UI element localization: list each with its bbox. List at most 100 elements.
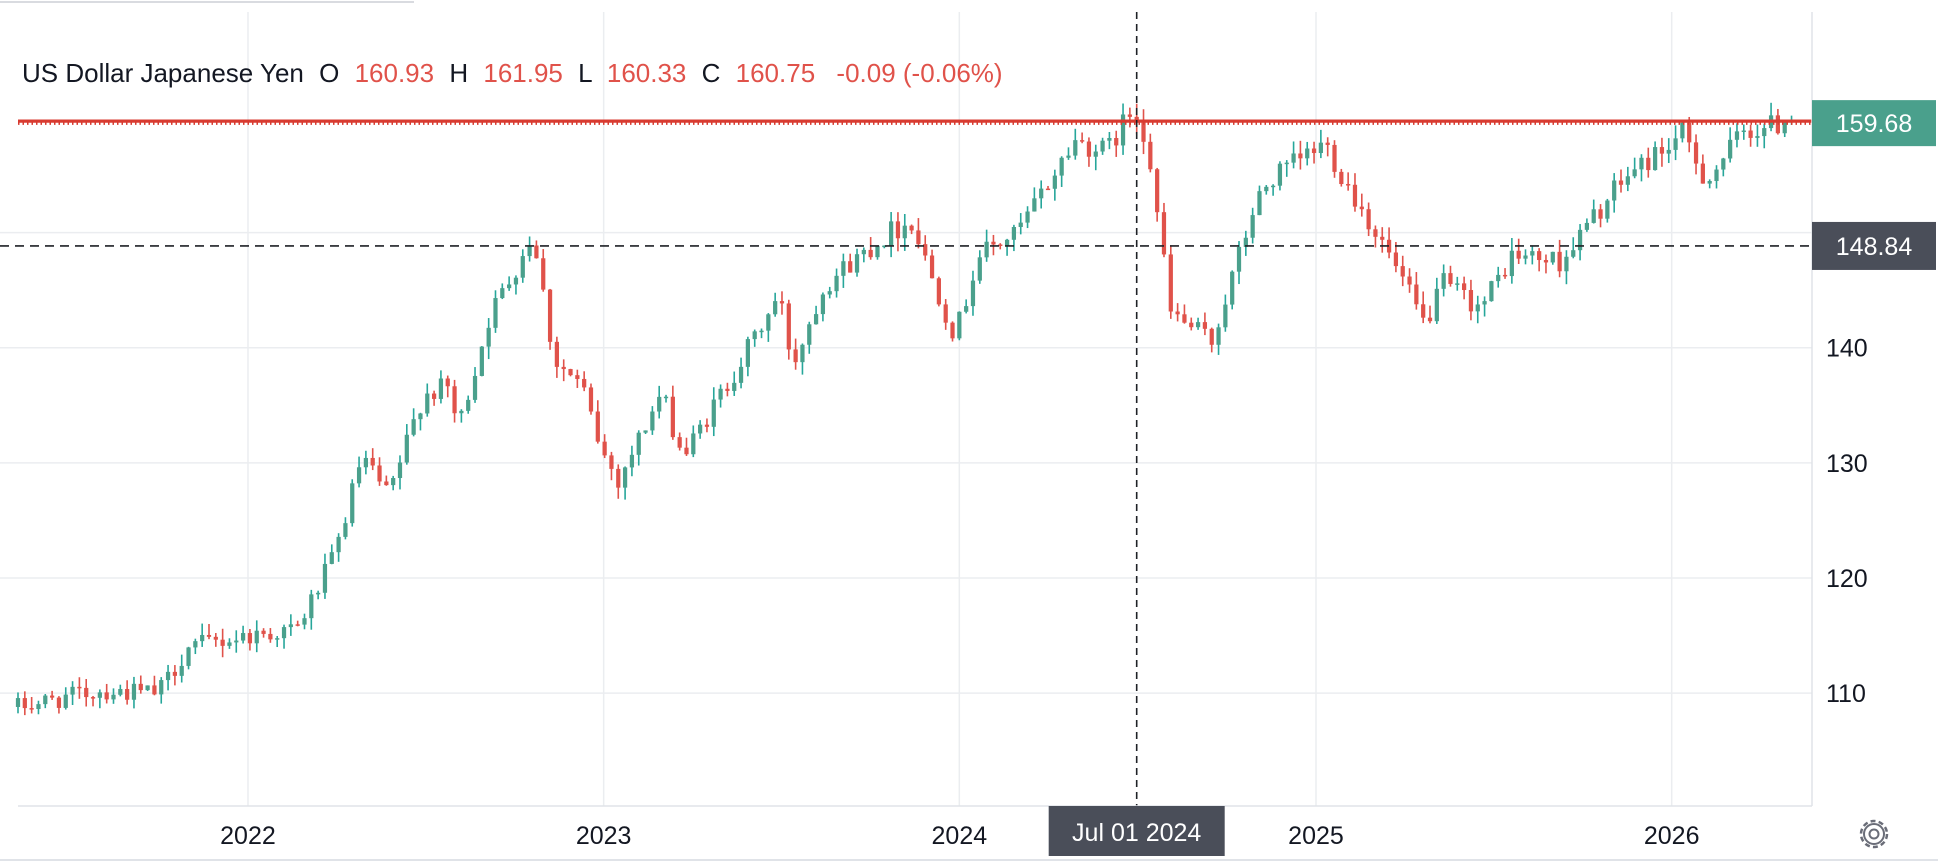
crosshair-price-label: 148.84	[1836, 233, 1913, 261]
y-tick-label: 120	[1826, 565, 1868, 593]
candle-down	[704, 424, 710, 427]
candle-down	[1537, 251, 1542, 261]
candle-up	[254, 630, 259, 644]
candle-up	[438, 378, 444, 399]
price-line-tag	[1812, 100, 1936, 147]
candle-up	[1584, 222, 1590, 230]
candle-up	[861, 249, 866, 255]
candle-up	[732, 382, 737, 391]
candle-up	[766, 314, 771, 331]
candle-up	[1482, 301, 1487, 305]
candle-up	[1236, 246, 1242, 272]
candle-up	[841, 261, 846, 276]
candle-down	[1468, 290, 1474, 312]
candle-up	[1762, 128, 1767, 137]
candle-down	[1127, 114, 1132, 117]
candle-down	[431, 393, 437, 399]
candle-down	[1598, 209, 1603, 219]
candle-up	[1734, 131, 1740, 140]
candle-down	[138, 683, 143, 691]
y-tick-label: 130	[1826, 450, 1868, 478]
candle-up	[1195, 322, 1201, 328]
legend-low-value: 160.33	[607, 58, 687, 88]
candle-up	[622, 467, 628, 488]
candle-up	[657, 396, 662, 412]
candle-down	[1182, 314, 1187, 323]
legend: US Dollar Japanese Yen O 160.93 H 161.95…	[22, 58, 1003, 88]
candle-down	[1209, 328, 1214, 345]
x-tick-label: 2026	[1644, 822, 1700, 850]
candle-up	[691, 433, 696, 455]
candle-up	[1782, 121, 1787, 134]
candle-down	[936, 278, 941, 305]
candle-up	[629, 454, 635, 468]
candle-up	[807, 324, 812, 345]
candle-down	[206, 634, 212, 637]
axes: 11012013014015020222023202420252026159.6…	[0, 12, 1938, 861]
candle-up	[1059, 157, 1064, 176]
candle-down	[1352, 184, 1358, 207]
candle-down	[247, 633, 253, 644]
candle-down	[547, 289, 553, 342]
candle-down	[1461, 283, 1467, 291]
candle-down	[616, 468, 621, 488]
candle-down	[684, 447, 689, 455]
candle-up	[1305, 148, 1310, 159]
candle-up	[350, 483, 355, 524]
candle-up	[1257, 191, 1262, 216]
candle-down	[1168, 254, 1173, 312]
candle-up	[43, 695, 48, 705]
candle-down	[1557, 251, 1562, 272]
candle-down	[1400, 266, 1405, 277]
candle-up	[500, 288, 505, 299]
gear-icon[interactable]	[1859, 819, 1889, 849]
candle-up	[773, 301, 778, 315]
candle-up	[1707, 181, 1712, 184]
candle-down	[1332, 144, 1337, 172]
candles	[15, 102, 1794, 716]
candle-up	[1052, 175, 1057, 189]
candle-up	[1666, 149, 1671, 154]
candle-up	[745, 339, 750, 367]
candle-up	[275, 638, 280, 640]
candle-up	[322, 563, 328, 593]
candle-down	[1202, 322, 1208, 329]
candle-down	[1748, 130, 1753, 138]
candle-up	[752, 331, 757, 340]
candle-down	[1311, 148, 1317, 154]
candle-up	[1652, 147, 1658, 171]
legend-high-value: 161.95	[483, 58, 563, 88]
candle-down	[916, 230, 921, 245]
candle-up	[759, 330, 764, 333]
candle-up	[1216, 327, 1221, 345]
candle-down	[943, 304, 948, 323]
candle-down	[49, 695, 55, 698]
candle-up	[281, 627, 287, 639]
candle-up	[1039, 188, 1044, 199]
candle-up	[970, 280, 976, 307]
candle-up	[1550, 251, 1555, 263]
candle-up	[240, 633, 246, 641]
candle-up	[1625, 176, 1630, 185]
candle-up	[1564, 256, 1569, 272]
candle-down	[370, 457, 375, 466]
candle-up	[356, 467, 362, 484]
y-tick-label: 110	[1826, 680, 1866, 708]
candle-down	[77, 686, 82, 689]
candle-up	[902, 225, 907, 239]
crosshair-date-tag	[1048, 806, 1225, 856]
candle-up	[800, 344, 805, 363]
candle-up	[145, 685, 150, 691]
candle-up	[1591, 209, 1596, 223]
candle-up	[711, 399, 716, 427]
candle-down	[84, 687, 89, 698]
candle-up	[1032, 198, 1037, 212]
candle-up	[964, 306, 969, 312]
candle-down	[1189, 322, 1194, 328]
chart-title: US Dollar Japanese Yen	[22, 58, 304, 88]
candle-down	[90, 697, 96, 699]
candle-up	[1277, 163, 1283, 186]
candle-up	[336, 536, 341, 553]
